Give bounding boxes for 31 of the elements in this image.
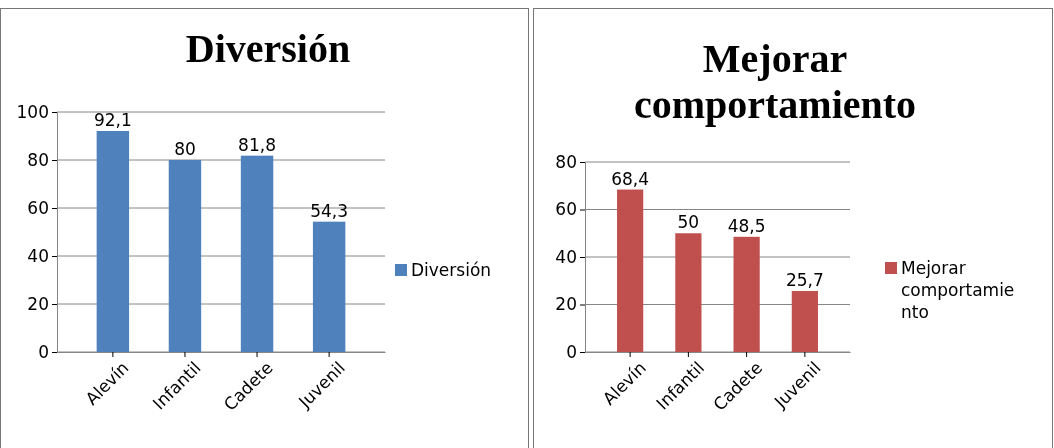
bar [791,290,818,352]
bar [312,221,346,352]
data-label: 92,1 [93,109,132,130]
data-label: 48,5 [727,215,766,236]
bar [617,189,644,352]
y-tick-label: 60 [27,197,49,218]
y-tick-label: 40 [555,246,577,267]
data-label: 54,3 [310,200,349,221]
data-label: 50 [677,212,700,233]
legend-label: Mejorar comportamiento [901,257,1015,323]
data-label: 80 [174,139,196,159]
y-tick-label: 20 [27,293,49,314]
y-tick-label: 0 [566,341,577,362]
bar [240,155,274,352]
y-tick-label: 100 [16,101,49,122]
y-tick-label: 80 [27,149,49,170]
chart-title: Diversión [185,26,351,71]
bar [675,233,702,352]
bar [733,236,760,352]
y-tick-label: 60 [555,199,577,220]
y-tick-label: 0 [38,341,49,362]
legend-label: Diversión [411,259,492,280]
bar [168,160,202,352]
y-tick-label: 40 [27,245,49,266]
data-label: 68,4 [611,168,650,189]
data-label: 25,7 [785,269,824,290]
y-tick-label: 80 [555,151,577,172]
data-label: 81,8 [238,134,276,155]
chart-title: Mejorar comportamiento [633,36,917,127]
y-tick-label: 20 [555,294,577,315]
bar [96,130,130,352]
